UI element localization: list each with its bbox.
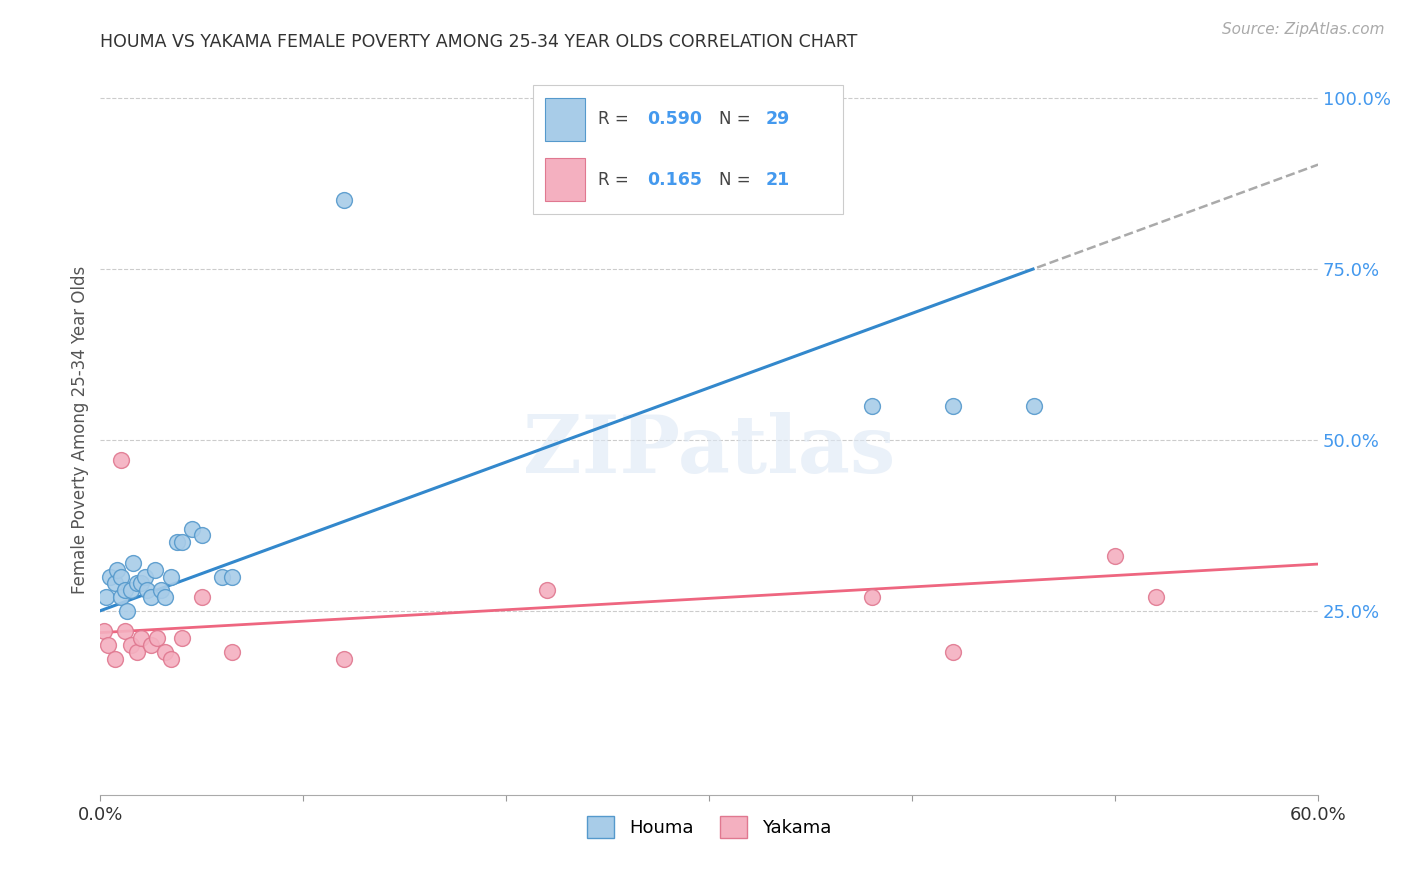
Point <box>100 569 122 583</box>
Point <box>221 645 243 659</box>
Point <box>860 590 883 604</box>
Point <box>155 590 177 604</box>
Text: ZIPatlas: ZIPatlas <box>523 412 896 491</box>
Point <box>110 590 132 604</box>
Point <box>103 651 125 665</box>
Point <box>129 631 152 645</box>
Text: Source: ZipAtlas.com: Source: ZipAtlas.com <box>1222 22 1385 37</box>
Point <box>114 624 136 639</box>
Point <box>1022 399 1045 413</box>
Point <box>120 583 142 598</box>
Point <box>536 583 558 598</box>
Point <box>191 590 214 604</box>
Point <box>97 638 120 652</box>
Point <box>129 576 152 591</box>
Point <box>110 569 132 583</box>
Point <box>155 645 177 659</box>
Point <box>191 528 214 542</box>
Point <box>139 590 162 604</box>
Point <box>860 399 883 413</box>
Point <box>170 535 193 549</box>
Point <box>180 522 202 536</box>
Point <box>143 563 166 577</box>
Point <box>333 651 356 665</box>
Legend: Houma, Yakama: Houma, Yakama <box>581 808 838 845</box>
Point <box>1104 549 1126 563</box>
Text: HOUMA VS YAKAMA FEMALE POVERTY AMONG 25-34 YEAR OLDS CORRELATION CHART: HOUMA VS YAKAMA FEMALE POVERTY AMONG 25-… <box>100 33 858 51</box>
Point <box>150 583 173 598</box>
Point <box>121 556 143 570</box>
Point <box>166 535 188 549</box>
Point <box>333 194 356 208</box>
Point <box>105 563 128 577</box>
Point <box>146 631 169 645</box>
Point <box>942 645 965 659</box>
Point <box>211 569 233 583</box>
Point <box>103 576 125 591</box>
Y-axis label: Female Poverty Among 25-34 Year Olds: Female Poverty Among 25-34 Year Olds <box>72 265 89 593</box>
Point <box>96 590 118 604</box>
Point <box>134 569 156 583</box>
Point <box>125 576 148 591</box>
Point <box>170 631 193 645</box>
Point <box>115 604 138 618</box>
Point <box>93 624 115 639</box>
Point <box>125 645 148 659</box>
Point <box>1144 590 1167 604</box>
Point <box>139 638 162 652</box>
Point <box>160 569 183 583</box>
Point <box>136 583 159 598</box>
Point <box>114 583 136 598</box>
Point <box>110 453 132 467</box>
Point <box>160 651 183 665</box>
Point <box>120 638 142 652</box>
Point <box>221 569 243 583</box>
Point <box>942 399 965 413</box>
